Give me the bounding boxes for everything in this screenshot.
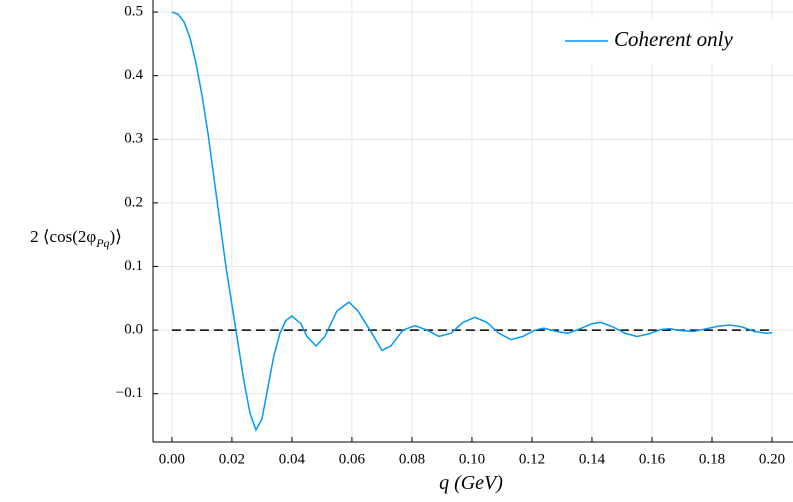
y-axis-label: 2 ⟨cos(2φPq)⟩ xyxy=(30,227,122,250)
x-tick-label: 0.00 xyxy=(159,451,185,467)
x-tick-label: 0.20 xyxy=(759,451,785,467)
x-tick-label: 0.08 xyxy=(399,451,425,467)
x-label-unit: (GeV) xyxy=(454,472,503,494)
x-tick-label: 0.18 xyxy=(699,451,725,467)
y-tick-label: −0.1 xyxy=(116,385,143,401)
y-tick-label: 0.0 xyxy=(124,322,143,338)
x-axis-label: q (GeV) xyxy=(439,472,503,494)
x-tick-label: 0.16 xyxy=(639,451,666,467)
y-label-end: )⟩ xyxy=(110,227,122,246)
y-tick-label: 0.5 xyxy=(124,4,143,20)
x-tick-label: 0.04 xyxy=(279,451,306,467)
y-label-main: 2 ⟨cos(2φ xyxy=(30,227,96,246)
x-tick-label: 0.14 xyxy=(579,451,606,467)
x-tick-label: 0.12 xyxy=(519,451,545,467)
y-tick-label: 0.2 xyxy=(124,194,143,210)
x-tick-label: 0.10 xyxy=(459,451,485,467)
y-tick-label: 0.3 xyxy=(124,131,143,147)
x-tick-label: 0.06 xyxy=(339,451,366,467)
y-tick-label: 0.4 xyxy=(124,67,143,83)
x-tick-label: 0.02 xyxy=(219,451,245,467)
data-line xyxy=(171,11,773,432)
y-tick-label: 0.1 xyxy=(124,258,143,274)
legend-label: Coherent only xyxy=(614,27,733,51)
y-label-sub: Pq xyxy=(95,236,109,250)
x-label-var: q xyxy=(439,472,449,494)
